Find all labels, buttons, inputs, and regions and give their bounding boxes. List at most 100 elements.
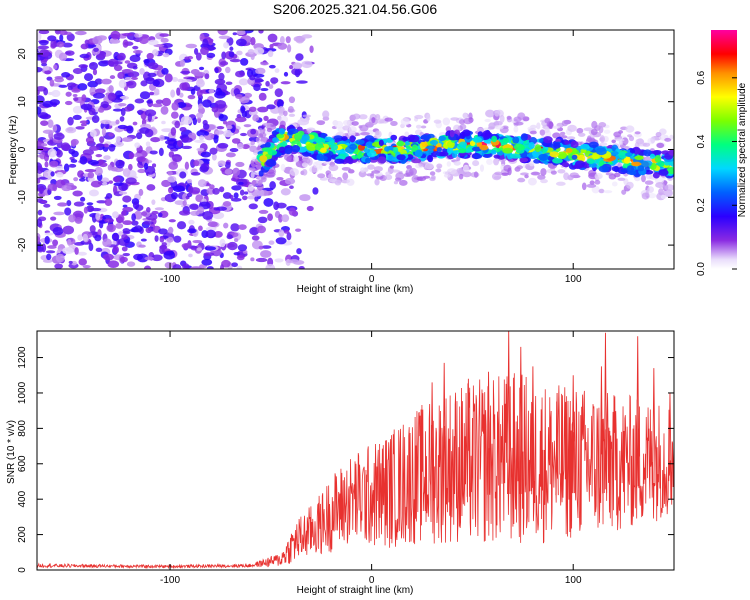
spectrogram-halo-cell bbox=[370, 172, 375, 179]
spectrogram-halo-cell bbox=[494, 171, 503, 176]
spectrogram-noise-cell bbox=[83, 73, 94, 82]
spectrogram-halo-cell bbox=[536, 122, 541, 130]
spectrogram-halo-cell bbox=[367, 164, 375, 170]
spectrogram-noise-cell bbox=[179, 59, 186, 67]
spectrogram-noise-cell bbox=[190, 88, 196, 95]
spectrogram-halo-cell bbox=[642, 142, 651, 147]
spectrogram-noise-cell bbox=[213, 134, 219, 144]
spectrogram-noise-cell bbox=[214, 99, 227, 109]
spectrogram-noise-cell bbox=[170, 127, 177, 136]
spectrogram-noise-cell bbox=[235, 70, 246, 78]
spectrogram-noise-cell bbox=[179, 82, 188, 91]
spectrogram-noise-cell bbox=[179, 92, 184, 98]
spectrogram-noise-cell bbox=[176, 139, 183, 147]
spectrogram-halo-cell bbox=[371, 117, 376, 124]
spectrogram-noise-cell bbox=[37, 66, 43, 73]
spectrogram-noise-cell bbox=[286, 44, 292, 53]
spectrogram-noise-cell bbox=[154, 207, 165, 211]
spectrogram-noise-cell bbox=[43, 203, 51, 208]
spectrogram-noise-cell bbox=[228, 51, 235, 58]
spectrogram-noise-cell bbox=[77, 251, 87, 256]
spectrogram-noise-cell bbox=[117, 52, 126, 61]
spectrogram-noise-cell bbox=[157, 212, 163, 218]
spectrogram-noise-cell bbox=[83, 206, 88, 214]
spectrogram-halo-cell bbox=[599, 135, 605, 143]
spectrogram-noise-cell bbox=[170, 192, 179, 200]
spectrogram-signal-cell bbox=[502, 137, 510, 144]
spectrogram-halo-cell bbox=[266, 123, 271, 129]
spectrogram-noise-cell bbox=[74, 216, 83, 224]
spectrogram-halo-cell bbox=[351, 121, 359, 126]
spectrogram-signal-cell bbox=[473, 153, 483, 159]
spectrogram-noise-cell bbox=[219, 264, 225, 269]
snr-y-tick-label: 1200 bbox=[17, 346, 28, 369]
spectrogram-noise-cell bbox=[122, 204, 128, 208]
spectrogram-signal-cell bbox=[643, 149, 652, 157]
spectrogram-noise-cell bbox=[173, 235, 182, 243]
spectrogram-noise-cell bbox=[186, 192, 193, 198]
spectrogram-noise-cell bbox=[212, 187, 220, 195]
spectrogram-halo-cell bbox=[283, 110, 288, 117]
spectrogram-noise-cell bbox=[176, 87, 181, 96]
spectrogram-noise-cell bbox=[182, 263, 190, 269]
spectrogram-noise-cell bbox=[168, 219, 176, 223]
spectrogram-noise-cell bbox=[121, 137, 134, 143]
spectrogram-signal-cell bbox=[284, 147, 293, 155]
spectrogram-noise-cell bbox=[112, 211, 119, 219]
spectrogram-signal-cell bbox=[649, 153, 656, 159]
spectrogram-noise-cell bbox=[122, 230, 131, 235]
spectrogram-noise-cell bbox=[77, 170, 85, 178]
spectrogram-noise-cell bbox=[107, 92, 116, 101]
spectrogram-noise-cell bbox=[225, 81, 233, 85]
spectrogram-noise-cell bbox=[73, 177, 79, 182]
spectrogram-noise-cell bbox=[251, 235, 260, 241]
spectrogram-noise-cell bbox=[143, 162, 149, 170]
spectrogram-noise-cell bbox=[55, 171, 64, 178]
spectrogram-noise-cell bbox=[288, 96, 296, 104]
snr-peak bbox=[555, 392, 559, 496]
spectrogram-noise-cell bbox=[146, 207, 151, 213]
spectrogram-noise-cell bbox=[104, 198, 113, 206]
spectrogram-signal-cell bbox=[341, 136, 348, 141]
spectrogram-noise-cell bbox=[168, 186, 174, 194]
spectrogram-noise-cell bbox=[160, 106, 169, 115]
spectrogram-noise-cell bbox=[49, 99, 60, 106]
spectrogram-noise-cell bbox=[121, 183, 128, 191]
spectrogram-signal-cell bbox=[357, 151, 364, 160]
spectrogram-noise-cell bbox=[126, 261, 136, 267]
spectrogram-noise-cell bbox=[89, 145, 100, 151]
spectrogram-noise-cell bbox=[146, 184, 156, 191]
spectrogram-halo-cell bbox=[399, 179, 408, 186]
spectrogram-noise-cell bbox=[278, 229, 285, 237]
spectrogram-halo-cell bbox=[352, 113, 361, 120]
spectrogram-noise-cell bbox=[231, 138, 241, 144]
colorbar-tick-label: 0.6 bbox=[696, 70, 707, 84]
spectrogram-noise-cell bbox=[37, 45, 50, 50]
spectrogram-noise-cell bbox=[118, 191, 128, 195]
spectrogram-halo-cell bbox=[557, 169, 566, 174]
spectrogram-noise-cell bbox=[167, 226, 174, 234]
spectrogram-noise-cell bbox=[218, 72, 225, 81]
spectrogram-halo-cell bbox=[409, 167, 417, 176]
spectrogram-halo-cell bbox=[420, 125, 427, 129]
spectrogram-noise-cell bbox=[231, 185, 242, 191]
spectrogram-noise-cell bbox=[119, 256, 128, 263]
snr-frame bbox=[36, 330, 675, 571]
spectrogram-noise-cell bbox=[90, 207, 102, 212]
spectrogram-noise-cell bbox=[67, 86, 73, 91]
spectrogram-noise-cell bbox=[274, 258, 284, 263]
spectrogram-noise-cell bbox=[119, 116, 125, 122]
spectrogram-signal-cell bbox=[618, 151, 627, 159]
spectrogram-signal-cell bbox=[580, 143, 590, 150]
spectrogram-halo-cell bbox=[307, 157, 313, 166]
spectrogram-noise-cell bbox=[37, 140, 45, 149]
spectrogram-signal-cell bbox=[509, 153, 521, 159]
spectrogram-noise-cell bbox=[260, 87, 269, 92]
spectrogram-noise-cell bbox=[196, 112, 203, 119]
spectrogram-noise-cell bbox=[37, 218, 43, 228]
spectrogram-noise-cell bbox=[265, 263, 276, 269]
spectrogram-noise-cell bbox=[164, 73, 173, 83]
spectrogram-noise-cell bbox=[115, 119, 120, 125]
spectrogram-signal-cell bbox=[611, 166, 620, 172]
